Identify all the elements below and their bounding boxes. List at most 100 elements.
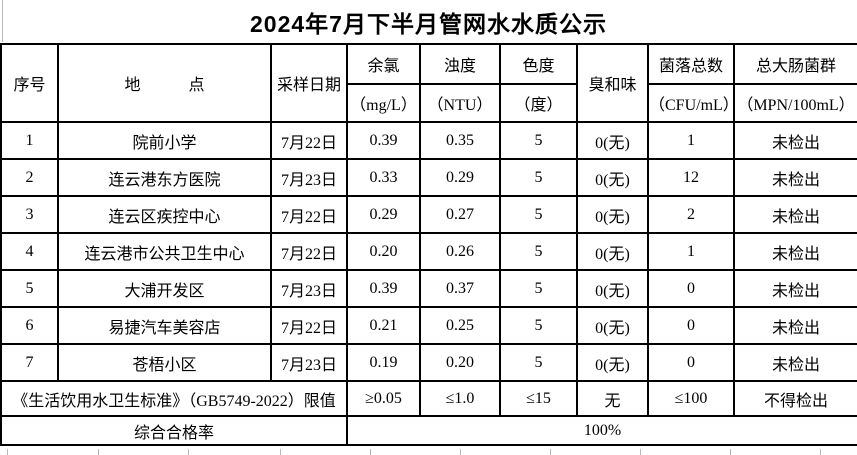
cell-chlorine: 0.33: [346, 158, 421, 197]
water-quality-table: 序号 地 点 采样日期 余氯 浊度 色度 臭和味 菌落总数 总大肠菌群 （mg/…: [0, 43, 857, 446]
cell-colony: 0: [647, 343, 735, 382]
header-coliform-unit: （MPN/100mL）: [733, 83, 857, 123]
table-row: 6 易捷汽车美容店 7月22日 0.21 0.25 5 0(无) 0 未检出: [0, 306, 857, 345]
cell-chlorine: 0.39: [346, 121, 421, 160]
cell-turbidity: 0.20: [419, 343, 501, 382]
header-odor: 臭和味: [576, 43, 649, 123]
cell-turbidity: 0.37: [419, 269, 501, 308]
spreadsheet-gridline-left: [2, 0, 3, 42]
cell-date: 7月23日: [270, 158, 348, 197]
cell-coliform: 未检出: [733, 121, 857, 160]
cell-turbidity: 0.27: [419, 195, 501, 234]
cell-seq: 1: [0, 121, 59, 160]
spreadsheet-gridline-tick: [280, 449, 281, 455]
cell-location: 苍梧小区: [57, 343, 272, 382]
cell-turbidity: 0.26: [419, 232, 501, 271]
limit-color: ≤15: [499, 380, 578, 417]
header-row-1: 序号 地 点 采样日期 余氯 浊度 色度 臭和味 菌落总数 总大肠菌群: [0, 43, 857, 123]
table-row: 2 连云港东方医院 7月23日 0.33 0.29 5 0(无) 12 未检出: [0, 158, 857, 197]
limit-chlorine: ≥0.05: [346, 380, 421, 417]
cell-colony: 12: [647, 158, 735, 197]
cell-seq: 6: [0, 306, 59, 345]
header-turbidity: 浊度: [419, 43, 501, 85]
limit-coliform: 不得检出: [733, 380, 857, 417]
cell-coliform: 未检出: [733, 232, 857, 271]
limit-colony: ≤100: [647, 380, 735, 417]
cell-seq: 4: [0, 232, 59, 271]
cell-location: 易捷汽车美容店: [57, 306, 272, 345]
table-row: 1 院前小学 7月22日 0.39 0.35 5 0(无) 1 未检出: [0, 121, 857, 160]
cell-location: 连云区疾控中心: [57, 195, 272, 234]
cell-location: 院前小学: [57, 121, 272, 160]
spreadsheet-gridline-tick: [550, 449, 551, 455]
cell-location: 连云港东方医院: [57, 158, 272, 197]
table-row: 4 连云港市公共卫生中心 7月22日 0.20 0.26 5 0(无) 1 未检…: [0, 232, 857, 271]
cell-color: 5: [499, 195, 578, 234]
cell-location: 连云港市公共卫生中心: [57, 232, 272, 271]
cell-colony: 1: [647, 232, 735, 271]
cell-chlorine: 0.21: [346, 306, 421, 345]
cell-color: 5: [499, 232, 578, 271]
cell-date: 7月22日: [270, 121, 348, 160]
cell-colony: 0: [647, 306, 735, 345]
cell-odor: 0(无): [576, 343, 649, 382]
spreadsheet-gridline-tick: [370, 449, 371, 455]
page-title: 2024年7月下半月管网水水质公示: [250, 10, 607, 37]
cell-chlorine: 0.19: [346, 343, 421, 382]
cell-coliform: 未检出: [733, 158, 857, 197]
cell-odor: 0(无): [576, 232, 649, 271]
cell-seq: 2: [0, 158, 59, 197]
header-colony-unit: （CFU/mL）: [647, 83, 735, 123]
cell-turbidity: 0.25: [419, 306, 501, 345]
header-chlorine: 余氯: [346, 43, 421, 85]
cell-color: 5: [499, 306, 578, 345]
summary-label: 综合合格率: [0, 415, 348, 446]
cell-coliform: 未检出: [733, 269, 857, 308]
limit-turbidity: ≤1.0: [419, 380, 501, 417]
cell-date: 7月22日: [270, 232, 348, 271]
cell-colony: 1: [647, 121, 735, 160]
header-color: 色度: [499, 43, 578, 85]
spreadsheet-gridline-tick: [730, 449, 731, 455]
cell-coliform: 未检出: [733, 195, 857, 234]
cell-chlorine: 0.39: [346, 269, 421, 308]
header-coliform: 总大肠菌群: [733, 43, 857, 85]
cell-seq: 5: [0, 269, 59, 308]
cell-color: 5: [499, 158, 578, 197]
table-row: 3 连云区疾控中心 7月22日 0.29 0.27 5 0(无) 2 未检出: [0, 195, 857, 234]
spreadsheet-gridline-tick: [820, 449, 821, 455]
table-row: 7 苍梧小区 7月23日 0.19 0.20 5 0(无) 0 未检出: [0, 343, 857, 382]
cell-color: 5: [499, 343, 578, 382]
cell-seq: 3: [0, 195, 59, 234]
cell-colony: 2: [647, 195, 735, 234]
limit-label: 《生活饮用水卫生标准》（GB5749-2022）限值: [0, 380, 348, 417]
cell-odor: 0(无): [576, 158, 649, 197]
cell-seq: 7: [0, 343, 59, 382]
cell-odor: 0(无): [576, 306, 649, 345]
cell-location: 大浦开发区: [57, 269, 272, 308]
cell-turbidity: 0.35: [419, 121, 501, 160]
header-turbidity-unit: （NTU）: [419, 83, 501, 123]
header-sample-date: 采样日期: [270, 43, 348, 123]
cell-colony: 0: [647, 269, 735, 308]
header-colony: 菌落总数: [647, 43, 735, 85]
header-chlorine-unit: （mg/L）: [346, 83, 421, 123]
spreadsheet-gridline-tick: [460, 449, 461, 455]
cell-turbidity: 0.29: [419, 158, 501, 197]
summary-value: 100%: [346, 415, 857, 446]
header-location: 地 点: [57, 43, 272, 123]
header-row-2: （mg/L） （NTU） （度） （CFU/mL） （MPN/100mL）: [1, 83, 857, 123]
cell-date: 7月22日: [270, 306, 348, 345]
cell-color: 5: [499, 269, 578, 308]
summary-row: 综合合格率 100%: [0, 415, 857, 446]
cell-chlorine: 0.29: [346, 195, 421, 234]
cell-chlorine: 0.20: [346, 232, 421, 271]
cell-coliform: 未检出: [733, 306, 857, 345]
cell-date: 7月23日: [270, 343, 348, 382]
limit-row: 《生活饮用水卫生标准》（GB5749-2022）限值 ≥0.05 ≤1.0 ≤1…: [0, 380, 857, 417]
cell-odor: 0(无): [576, 121, 649, 160]
cell-coliform: 未检出: [733, 343, 857, 382]
header-seq: 序号: [0, 43, 59, 123]
cell-date: 7月23日: [270, 269, 348, 308]
